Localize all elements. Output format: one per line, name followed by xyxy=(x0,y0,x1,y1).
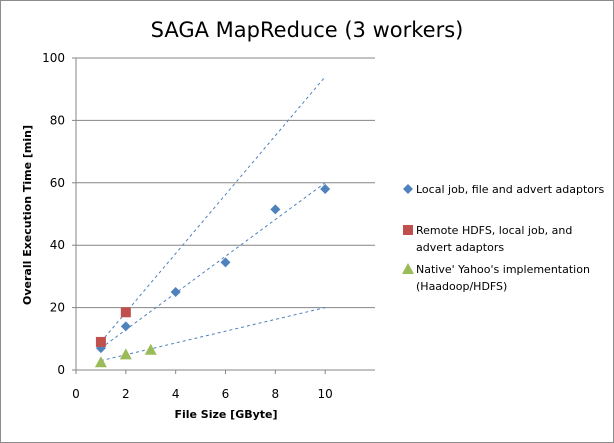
data-point xyxy=(220,257,231,268)
x-tick-label: 0 xyxy=(72,387,80,401)
data-point xyxy=(170,287,181,297)
x-tick-label: 4 xyxy=(172,387,180,401)
legend-marker xyxy=(403,184,413,194)
y-tick-label: 60 xyxy=(50,176,65,190)
gridlines xyxy=(76,57,375,309)
data-point xyxy=(270,204,281,215)
legend-label: Native' Yahoo's implementation (Haadoop/H… xyxy=(416,263,590,293)
data-point xyxy=(120,321,131,332)
y-tick-label: 80 xyxy=(50,113,65,127)
x-tick-label: 6 xyxy=(222,387,230,401)
data-points xyxy=(94,184,331,368)
data-point xyxy=(119,348,132,360)
x-tick-label: 10 xyxy=(318,387,333,401)
x-tick-labels: 0 2 4 6 8 10 xyxy=(72,370,333,401)
data-point xyxy=(320,184,331,195)
trendline xyxy=(100,76,326,343)
legend-marker xyxy=(402,263,414,274)
data-point xyxy=(94,356,107,368)
legend-label: Local job, file and advert adaptors xyxy=(416,183,605,196)
y-axis-label: Overall Execution Time [min] xyxy=(21,125,34,305)
y-tick-label: 20 xyxy=(50,301,65,315)
y-tick-label: 0 xyxy=(57,363,65,377)
y-tick-label: 40 xyxy=(50,238,65,252)
legend-label: Remote HDFS, local job, and advert adapto… xyxy=(416,224,572,254)
data-point xyxy=(120,307,131,318)
trendline xyxy=(100,307,326,362)
x-tick-label: 2 xyxy=(122,387,130,401)
legend: Local job, file and advert adaptors Remot… xyxy=(402,183,605,293)
trendlines xyxy=(100,76,326,362)
data-point xyxy=(95,336,106,347)
data-point xyxy=(144,343,157,355)
y-tick-label: 100 xyxy=(42,51,65,65)
y-tick-labels: 0 20 40 60 80 100 xyxy=(42,51,76,377)
x-axis-label: File Size [GByte] xyxy=(174,408,277,421)
trendline xyxy=(100,182,326,349)
legend-marker xyxy=(403,225,413,235)
chart-title: SAGA MapReduce (3 workers) xyxy=(151,18,464,42)
x-tick-label: 8 xyxy=(272,387,280,401)
